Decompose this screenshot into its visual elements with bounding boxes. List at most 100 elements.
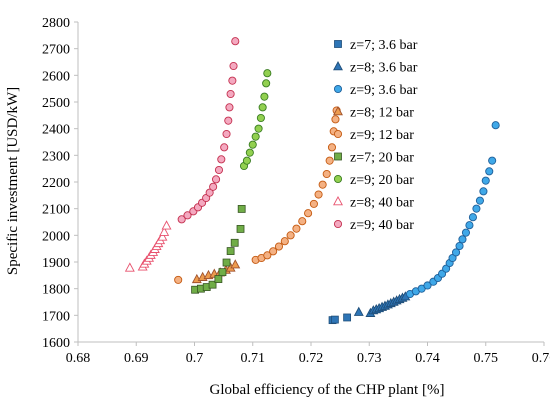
data-point: [159, 226, 170, 236]
data-point: [230, 259, 241, 269]
data-point: [242, 156, 251, 165]
y-tick-label: 1900: [42, 256, 70, 271]
data-point: [330, 315, 339, 324]
data-point: [485, 167, 494, 176]
x-tick-label: 0.71: [241, 351, 266, 366]
data-point: [212, 175, 221, 184]
series-5: [191, 205, 246, 294]
data-point: [251, 132, 260, 141]
legend-label: z=7; 20 bar: [350, 151, 414, 166]
legend-item: z=9; 40 bar: [333, 218, 414, 233]
legend-label: z=9; 12 bar: [350, 128, 414, 143]
series-6: [239, 69, 272, 171]
y-tick-label: 2100: [42, 203, 70, 218]
x-axis-title: Global efficiency of the CHP plant [%]: [210, 382, 445, 398]
y-tick-label: 2200: [42, 176, 70, 191]
data-point: [208, 280, 217, 289]
data-point: [488, 156, 497, 165]
legend-marker-icon: [333, 106, 343, 116]
legend-marker-icon: [334, 40, 342, 48]
y-tick-label: 2800: [42, 16, 70, 31]
legend-label: z=8; 3.6 bar: [350, 61, 418, 76]
data-point: [263, 251, 272, 260]
legend-marker-icon: [333, 61, 343, 71]
legend-item: z=8; 40 bar: [333, 196, 414, 211]
data-point: [451, 248, 461, 257]
series-4: [174, 106, 341, 284]
legend-item: z=7; 20 bar: [334, 151, 414, 166]
x-tick-label: 0.7: [186, 351, 204, 366]
legend-item: z=9; 12 bar: [333, 128, 414, 143]
series-1: [353, 291, 411, 317]
data-point: [481, 176, 490, 185]
data-point: [423, 281, 432, 290]
legend-item: z=8; 3.6 bar: [333, 61, 418, 76]
x-tick-label: 0.73: [357, 351, 382, 366]
data-point: [124, 262, 135, 272]
data-point: [254, 124, 263, 133]
data-point: [468, 213, 477, 222]
data-point: [214, 275, 223, 283]
data-point: [220, 143, 229, 152]
legend-label: z=9; 3.6 bar: [350, 83, 418, 98]
data-point: [231, 37, 240, 46]
data-point: [248, 140, 257, 149]
legend: z=7; 3.6 bar z=8; 3.6 bar z=9; 3.6 bar z=8;…: [333, 38, 418, 233]
series-8: [177, 37, 240, 224]
data-point: [269, 247, 278, 256]
data-point: [258, 103, 267, 112]
series-0: [328, 313, 352, 325]
data-point: [263, 69, 272, 78]
data-point: [458, 235, 467, 244]
data-point: [205, 188, 214, 197]
data-point: [465, 221, 474, 230]
data-point: [314, 190, 323, 199]
data-point: [157, 231, 168, 241]
data-point: [322, 169, 331, 179]
y-tick-label: 2300: [42, 149, 70, 164]
legend-label: z=7; 3.6 bar: [350, 38, 418, 53]
data-point: [222, 129, 231, 139]
data-point: [318, 180, 327, 189]
legend-item: z=8; 12 bar: [333, 106, 414, 121]
data-point: [209, 182, 218, 191]
data-point: [475, 196, 484, 205]
x-tick-label: 0.69: [124, 351, 149, 366]
legend-item: z=7; 3.6 bar: [334, 38, 418, 53]
x-tick-label: 0.76: [532, 351, 550, 366]
plot-axes: 0.68 0.69 0.7 0.71 0.72 0.73 0.74 0.75 0.76 1600 1…: [42, 16, 550, 366]
y-tick-label: 2400: [42, 123, 70, 138]
data-point: [177, 215, 186, 224]
legend-marker-icon: [333, 196, 343, 206]
x-tick-label: 0.68: [66, 351, 91, 366]
y-tick-label: 2000: [42, 229, 70, 244]
x-tick-label: 0.74: [415, 351, 440, 366]
y-tick-label: 1600: [42, 336, 70, 351]
data-point: [274, 242, 284, 251]
data-point: [245, 148, 254, 157]
data-point: [286, 231, 295, 240]
data-point: [280, 237, 289, 246]
data-point: [292, 224, 301, 233]
y-tick-label: 1700: [42, 309, 70, 324]
data-point: [461, 228, 470, 237]
y-tick-label: 2700: [42, 43, 70, 58]
data-point: [309, 199, 318, 208]
data-point: [222, 258, 231, 267]
data-point: [229, 61, 238, 71]
data-point: [174, 275, 183, 284]
legend-marker-icon: [333, 219, 343, 229]
data-point: [236, 225, 245, 233]
data-point: [343, 313, 352, 322]
legend-label: z=8; 40 bar: [350, 196, 414, 211]
legend-marker-icon: [334, 152, 342, 161]
data-point: [237, 205, 246, 213]
data-point: [161, 220, 172, 230]
data-point: [455, 241, 464, 251]
legend-item: z=9; 3.6 bar: [333, 83, 418, 98]
data-points: [124, 37, 500, 325]
series-7: [124, 220, 172, 272]
data-point: [228, 76, 237, 85]
data-point: [472, 204, 481, 213]
